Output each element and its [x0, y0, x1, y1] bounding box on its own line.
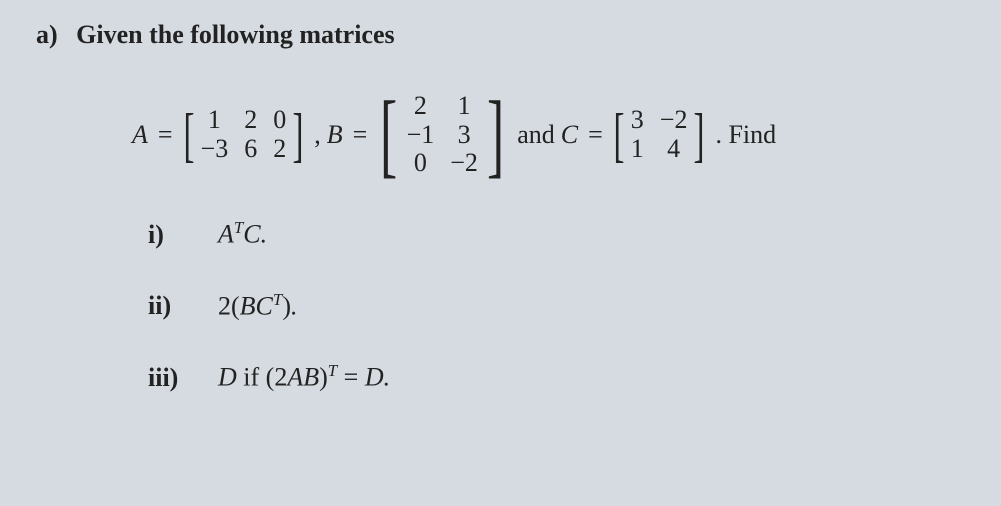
matrix-B-name: B: [327, 120, 343, 150]
left-bracket-icon: [: [380, 88, 397, 182]
page: a) Given the following matrices A = [ 1 …: [0, 0, 1001, 506]
right-bracket-icon: ]: [487, 88, 504, 182]
matrix-C: [ 3 1 −2 4 ]: [609, 105, 710, 165]
sub-expr-i: ATC.: [218, 218, 267, 250]
matrix-definitions: A = [ 1 −3 2 6 0 2: [132, 88, 973, 182]
left-bracket-icon: [: [613, 105, 624, 165]
matrix-B: [ 2 −1 0 1 3 −2 ]: [373, 88, 511, 182]
A-r1c2: 2: [244, 106, 257, 135]
C-r2c1: 1: [631, 135, 644, 164]
B-r1c1: 2: [414, 92, 427, 121]
matrix-A-name: A: [132, 120, 148, 150]
C-r1c1: 3: [631, 106, 644, 135]
question-label: a): [36, 20, 58, 49]
B-r2c1: −1: [407, 121, 435, 150]
B-r2c2: 3: [458, 121, 471, 150]
equals-sign: =: [158, 120, 173, 150]
matrix-C-name: C: [561, 120, 578, 150]
sub-num-iii: iii): [148, 363, 218, 393]
A-r1c3: 0: [273, 106, 286, 135]
sub-expr-ii: 2(BCT).: [218, 290, 297, 322]
A-r2c2: 6: [244, 135, 257, 164]
B-r1c2: 1: [458, 92, 471, 121]
sub-num-ii: ii): [148, 291, 218, 321]
C-r1c2: −2: [660, 106, 688, 135]
C-r2c2: 4: [667, 135, 680, 164]
separator-comma: ,: [314, 120, 321, 150]
B-r3c1: 0: [414, 149, 427, 178]
matrix-A-def: A = [ 1 −3 2 6 0 2: [132, 105, 308, 165]
question-text: Given the following matrices: [76, 20, 394, 49]
matrix-B-def: B = [ 2 −1 0 1 3 −2 ]: [327, 88, 512, 182]
right-bracket-icon: ]: [293, 105, 304, 165]
matrix-C-def: C = [ 3 1 −2 4 ]: [561, 105, 710, 165]
sub-item-i: i) ATC.: [148, 218, 973, 250]
B-r3c2: −2: [450, 149, 478, 178]
question-prompt: a) Given the following matrices: [36, 20, 973, 50]
equals-sign: =: [353, 120, 368, 150]
sub-num-i: i): [148, 220, 218, 250]
equals-sign: =: [588, 120, 603, 150]
sub-item-iii: iii) D if (2AB)T = D.: [148, 361, 973, 393]
right-bracket-icon: ]: [694, 105, 705, 165]
sub-expr-iii: D if (2AB)T = D.: [218, 361, 390, 393]
trailing-text: . Find: [715, 120, 776, 150]
left-bracket-icon: [: [183, 105, 194, 165]
A-r1c1: 1: [208, 106, 221, 135]
A-r2c1: −3: [201, 135, 229, 164]
A-r2c3: 2: [273, 135, 286, 164]
sub-questions: i) ATC. ii) 2(BCT). iii) D if (2AB)T = D…: [148, 218, 973, 393]
separator-and: and: [517, 120, 555, 150]
matrix-A: [ 1 −3 2 6 0 2 ]: [179, 105, 309, 165]
sub-item-ii: ii) 2(BCT).: [148, 290, 973, 322]
